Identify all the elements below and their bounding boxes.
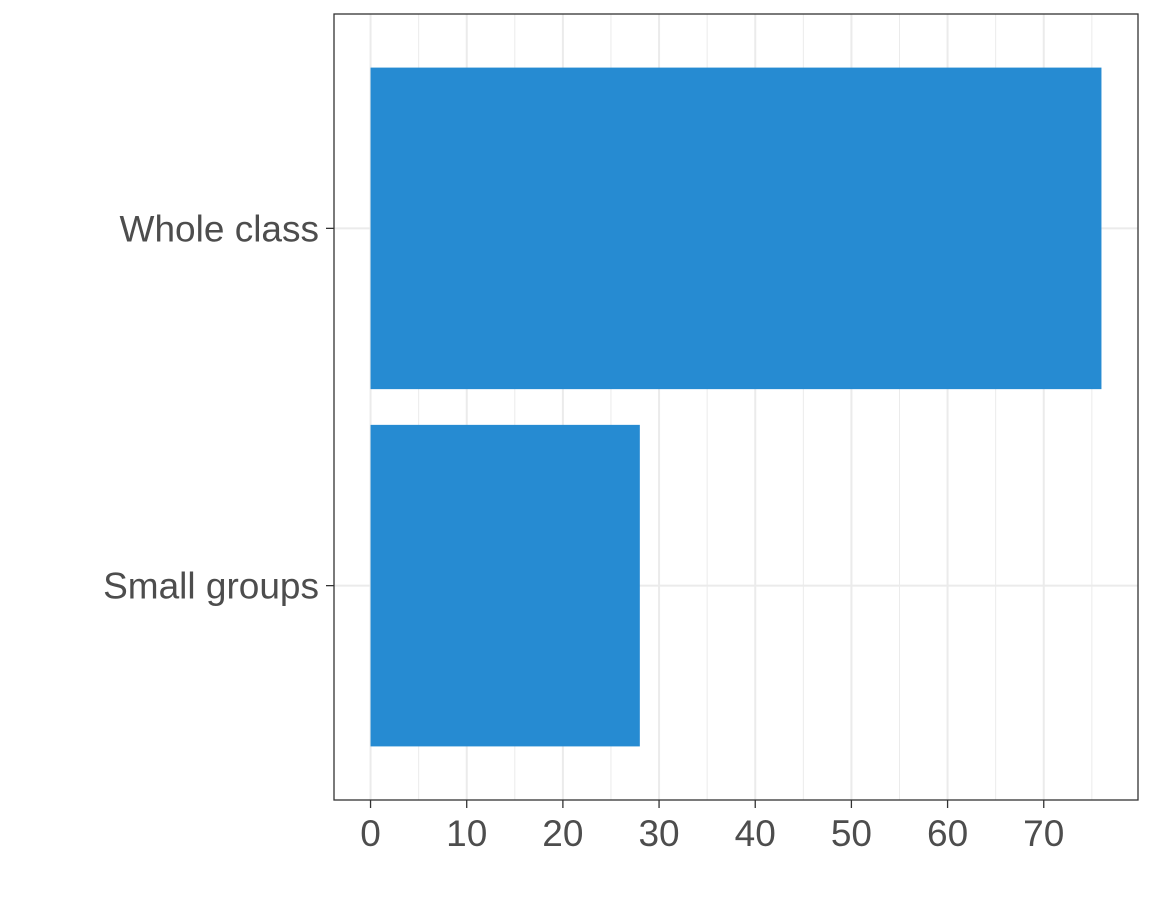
x-tick-label: 50 <box>831 813 872 854</box>
bar-small-groups <box>370 424 640 747</box>
y-category-label: Small groups <box>103 566 319 607</box>
x-tick-label: 30 <box>638 813 679 854</box>
y-category-label: Whole class <box>120 208 319 249</box>
x-tick-label: 60 <box>927 813 968 854</box>
bars <box>370 67 1102 747</box>
panel-border <box>333 13 1139 801</box>
x-tick-label: 10 <box>446 813 487 854</box>
x-axis: 0 10 20 30 40 50 60 70 <box>360 800 1064 854</box>
x-tick-label: 70 <box>1023 813 1064 854</box>
x-tick-label: 0 <box>360 813 381 854</box>
y-axis: Whole class Small groups <box>103 208 334 607</box>
bar-whole-class <box>370 67 1102 390</box>
x-tick-label: 40 <box>735 813 776 854</box>
x-tick-label: 20 <box>542 813 583 854</box>
